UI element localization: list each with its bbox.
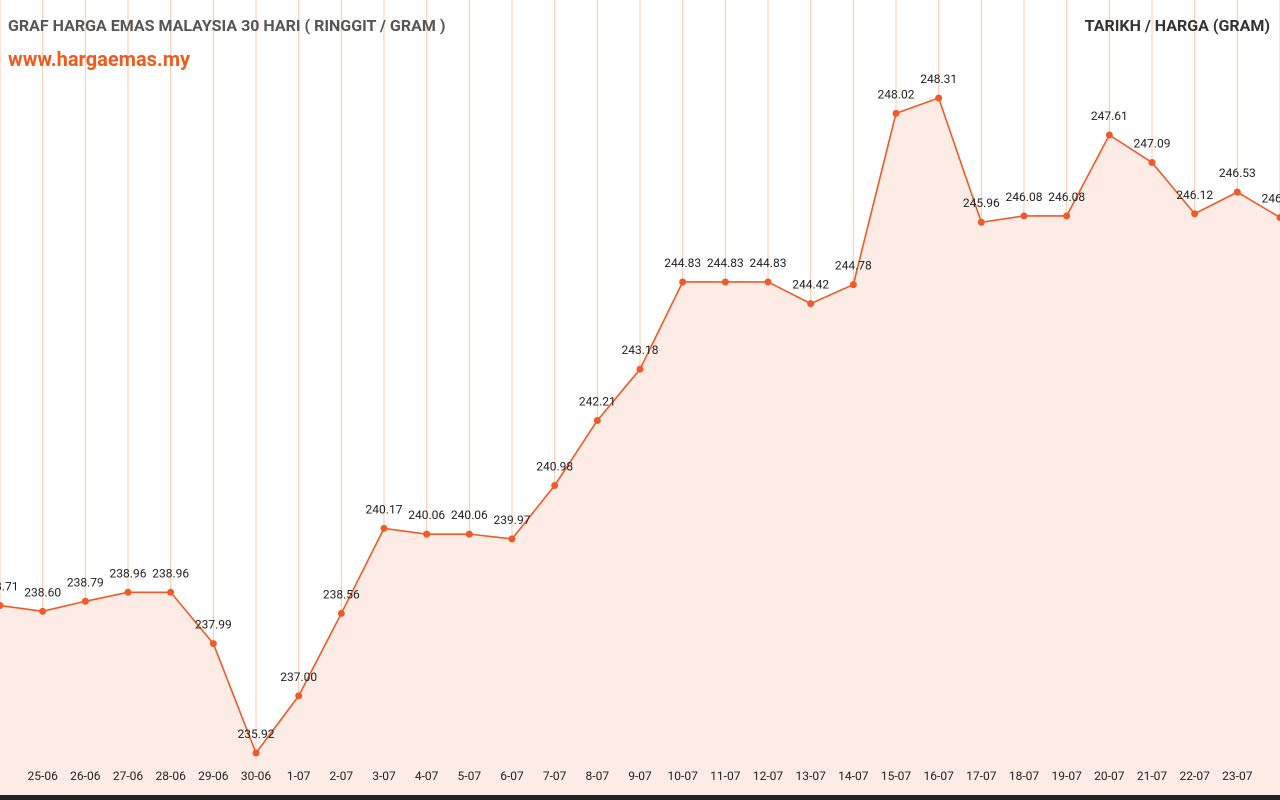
x-tick-label: 11-07 — [710, 769, 741, 783]
x-tick-label: 22-07 — [1180, 769, 1211, 783]
point — [551, 482, 559, 490]
value-label: 237.99 — [195, 618, 232, 632]
value-label: 240.06 — [451, 508, 488, 522]
point — [1148, 158, 1156, 166]
point — [1191, 210, 1199, 218]
axis-label: TARIKH / HARGA (GRAM) — [1085, 16, 1270, 35]
point — [807, 300, 815, 308]
x-tick-label: 1-07 — [287, 769, 311, 783]
value-label: 240.17 — [366, 502, 403, 516]
x-tick-label: 20-07 — [1094, 769, 1125, 783]
point — [849, 281, 857, 289]
value-label: 246.12 — [1176, 188, 1213, 202]
value-label: 243.18 — [622, 343, 659, 357]
x-tick-label: 26-06 — [70, 769, 101, 783]
point — [1276, 213, 1280, 221]
x-tick-label: 13-07 — [796, 769, 827, 783]
x-tick-label: 28-06 — [156, 769, 187, 783]
value-label: 244.42 — [792, 278, 829, 292]
x-tick-label: 19-07 — [1052, 769, 1083, 783]
point — [892, 109, 900, 117]
point — [721, 278, 729, 286]
x-tick-label: 10-07 — [668, 769, 699, 783]
x-tick-label: 5-07 — [458, 769, 482, 783]
x-tick-label: 3-07 — [372, 769, 396, 783]
value-label: 238.96 — [110, 566, 147, 580]
point — [380, 524, 388, 532]
x-tick-label: 30-06 — [241, 769, 272, 783]
x-tick-label: 4-07 — [415, 769, 439, 783]
x-tick-label: 23-07 — [1222, 769, 1253, 783]
x-tick-label: 12-07 — [753, 769, 784, 783]
point — [593, 416, 601, 424]
value-label: 242.21 — [579, 394, 616, 408]
value-label: 244.78 — [835, 259, 872, 273]
point — [252, 749, 260, 757]
point — [977, 218, 985, 226]
x-tick-label: 14-07 — [838, 769, 869, 783]
x-tick-label: 6-07 — [500, 769, 524, 783]
value-label: 247.61 — [1091, 109, 1128, 123]
point — [124, 588, 132, 596]
bottom-bar — [0, 795, 1280, 800]
point — [39, 607, 47, 615]
value-label: 240.98 — [536, 460, 573, 474]
x-tick-label: 16-07 — [924, 769, 955, 783]
point — [423, 530, 431, 538]
point — [167, 588, 175, 596]
point — [81, 597, 89, 605]
value-label: 238.60 — [24, 585, 61, 599]
x-tick-label: 8-07 — [586, 769, 610, 783]
value-label: 244.83 — [664, 256, 701, 270]
chart-subtitle: www.hargaemas.my — [8, 47, 191, 71]
x-tick-label: 7-07 — [543, 769, 567, 783]
value-label: 244.83 — [707, 256, 744, 270]
value-label: 239.97 — [494, 513, 531, 527]
point — [935, 94, 943, 102]
value-label: 238.71 — [0, 580, 18, 594]
value-label: 238.79 — [67, 575, 104, 589]
point — [209, 640, 217, 648]
point — [679, 278, 687, 286]
value-label: 240.06 — [408, 508, 445, 522]
point — [764, 278, 772, 286]
x-tick-label: 21-07 — [1137, 769, 1168, 783]
value-label: 248.02 — [878, 87, 915, 101]
point — [337, 609, 345, 617]
area — [0, 98, 1280, 795]
point — [1020, 212, 1028, 220]
value-label: 246.05 — [1262, 191, 1280, 205]
chart-title: GRAF HARGA EMAS MALAYSIA 30 HARI ( RINGG… — [8, 16, 445, 35]
value-label: 247.09 — [1134, 136, 1171, 150]
value-label: 248.31 — [920, 72, 957, 86]
value-label: 238.96 — [152, 566, 189, 580]
value-label: 246.53 — [1219, 166, 1256, 180]
value-label: 235.92 — [238, 727, 275, 741]
value-label: 244.83 — [750, 256, 787, 270]
point — [1063, 212, 1071, 220]
point — [1105, 131, 1113, 139]
value-label: 246.08 — [1048, 190, 1085, 204]
value-label: 246.08 — [1006, 190, 1043, 204]
x-tick-label: 9-07 — [628, 769, 652, 783]
point — [0, 602, 4, 610]
point — [295, 692, 303, 700]
value-label: 238.56 — [323, 587, 360, 601]
x-tick-label: 2-07 — [330, 769, 354, 783]
x-tick-label: 15-07 — [881, 769, 912, 783]
point — [636, 365, 644, 373]
x-tick-label: 27-06 — [113, 769, 144, 783]
x-tick-label: 25-06 — [28, 769, 59, 783]
x-tick-label: 29-06 — [198, 769, 229, 783]
value-label: 245.96 — [963, 196, 1000, 210]
point — [465, 530, 473, 538]
x-tick-label: 18-07 — [1009, 769, 1040, 783]
point — [1233, 188, 1241, 196]
value-label: 237.00 — [280, 670, 317, 684]
point — [508, 535, 516, 543]
x-tick-label: 17-07 — [966, 769, 997, 783]
